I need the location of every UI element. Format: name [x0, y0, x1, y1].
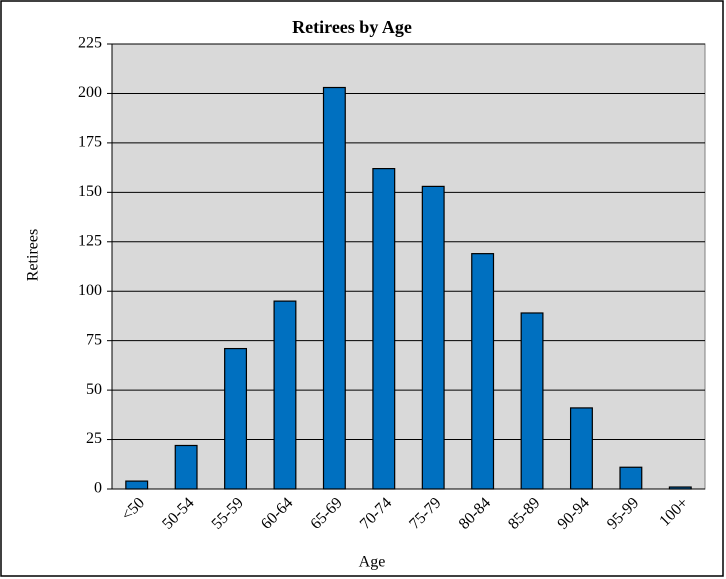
bar	[569, 407, 593, 490]
bar	[619, 466, 643, 490]
x-axis-label: Age	[359, 554, 386, 571]
y-tick-label: 225	[78, 35, 102, 52]
bar	[224, 347, 248, 490]
bar	[421, 185, 445, 490]
bar	[322, 86, 346, 490]
y-tick-label: 50	[86, 381, 102, 398]
y-tick-label: 100	[78, 282, 102, 299]
y-axis-label: Retirees	[25, 229, 42, 281]
y-tick-label: 25	[86, 430, 102, 447]
bar	[125, 480, 149, 490]
bar	[372, 168, 396, 490]
chart-title: Retirees by Age	[292, 17, 412, 37]
y-tick-label: 150	[78, 183, 102, 200]
y-tick-label: 75	[86, 331, 102, 348]
y-tick-label: 175	[78, 134, 102, 151]
bar	[520, 312, 544, 490]
bar	[471, 253, 495, 490]
y-tick-label: 200	[78, 84, 102, 101]
bar	[174, 444, 198, 490]
bar	[668, 486, 692, 490]
plot-area	[111, 43, 706, 490]
y-tick-label: 125	[78, 232, 102, 249]
y-tick-label: 0	[94, 480, 102, 497]
bar	[273, 300, 297, 490]
